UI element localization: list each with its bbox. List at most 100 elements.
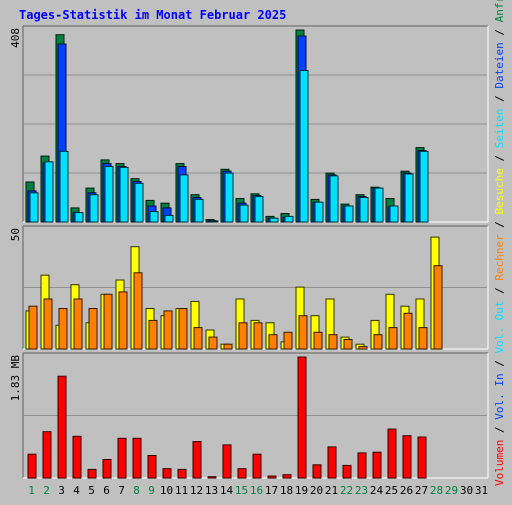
panel-requests: 408 bbox=[9, 25, 489, 223]
bar-seiten-day-13 bbox=[209, 220, 219, 223]
bar-seiten-day-26 bbox=[404, 173, 414, 223]
bar-rechner-day-9 bbox=[148, 319, 158, 350]
bar-rechner-day-10 bbox=[163, 310, 173, 350]
bar-seiten-day-20 bbox=[314, 201, 324, 223]
bar-seiten-day-18 bbox=[284, 215, 294, 223]
bar-volumen-day-26 bbox=[402, 435, 412, 479]
bar-volumen-day-25 bbox=[387, 428, 397, 479]
day-label-22: 22 bbox=[340, 484, 353, 497]
day-label-5: 5 bbox=[88, 484, 95, 497]
day-label-13: 13 bbox=[205, 484, 218, 497]
bar-rechner-day-1 bbox=[28, 305, 38, 350]
bar-seiten-day-2 bbox=[44, 161, 54, 223]
legend-separator: / bbox=[493, 22, 506, 42]
bar-volumen-day-9 bbox=[147, 455, 157, 479]
legend-separator: / bbox=[493, 214, 506, 234]
legend-item-rechner: Rechner bbox=[493, 234, 506, 281]
bar-rechner-day-19 bbox=[298, 315, 308, 350]
bar-volumen-day-3 bbox=[57, 375, 67, 479]
bar-volumen-day-18 bbox=[282, 474, 292, 479]
day-label-31: 31 bbox=[475, 484, 488, 497]
y-max-label: 50 bbox=[9, 228, 22, 241]
bar-rechner-day-28 bbox=[433, 265, 443, 350]
bar-rechner-day-3 bbox=[58, 308, 68, 350]
bar-volumen-day-27 bbox=[417, 436, 427, 479]
day-label-4: 4 bbox=[73, 484, 80, 497]
bar-seiten-day-16 bbox=[254, 196, 264, 223]
bar-volumen-day-1 bbox=[27, 453, 37, 479]
day-label-20: 20 bbox=[310, 484, 323, 497]
day-label-23: 23 bbox=[355, 484, 368, 497]
bar-seiten-day-25 bbox=[389, 205, 399, 223]
bar-volumen-day-8 bbox=[132, 437, 142, 479]
day-label-18: 18 bbox=[280, 484, 293, 497]
bar-seiten-day-17 bbox=[269, 217, 279, 223]
bar-rechner-day-14 bbox=[223, 343, 233, 350]
bar-rechner-day-24 bbox=[373, 334, 383, 350]
bar-rechner-day-4 bbox=[73, 298, 83, 350]
day-label-2: 2 bbox=[43, 484, 50, 497]
bar-rechner-day-15 bbox=[238, 322, 248, 350]
day-label-29: 29 bbox=[445, 484, 458, 497]
bar-seiten-day-14 bbox=[224, 172, 234, 223]
bar-rechner-day-27 bbox=[418, 327, 428, 350]
bar-rechner-day-18 bbox=[283, 331, 293, 350]
bar-seiten-day-12 bbox=[194, 198, 204, 223]
bar-volumen-day-7 bbox=[117, 437, 127, 479]
day-label-11: 11 bbox=[175, 484, 188, 497]
bar-volumen-day-5 bbox=[87, 468, 97, 479]
bar-rechner-day-7 bbox=[118, 291, 128, 350]
legend-separator: / bbox=[493, 420, 506, 440]
legend-item-besuche: Besuche bbox=[493, 168, 506, 214]
side-legend: Volumen / Vol. In / Vol. Out / Rechner /… bbox=[493, 0, 506, 486]
bar-volumen-day-13 bbox=[207, 476, 217, 479]
bar-volumen-day-12 bbox=[192, 441, 202, 479]
chart-panels: 408 50 1.83 MB bbox=[9, 25, 489, 479]
bar-seiten-day-24 bbox=[374, 187, 384, 223]
bar-volumen-day-17 bbox=[267, 475, 277, 479]
day-label-27: 27 bbox=[415, 484, 428, 497]
bar-rechner-day-12 bbox=[193, 327, 203, 350]
bar-seiten-day-9 bbox=[149, 211, 159, 223]
bar-volumen-day-10 bbox=[162, 468, 172, 479]
bar-seiten-day-6 bbox=[104, 166, 114, 223]
bar-volumen-day-15 bbox=[237, 468, 247, 479]
bar-volumen-day-11 bbox=[177, 468, 187, 479]
day-label-26: 26 bbox=[400, 484, 413, 497]
bar-rechner-day-21 bbox=[328, 334, 338, 350]
legend-item-vol-out: Vol. Out bbox=[493, 301, 506, 354]
bar-rechner-day-26 bbox=[403, 312, 413, 350]
bar-seiten-day-27 bbox=[419, 150, 429, 223]
legend-item-dateien: Dateien bbox=[493, 42, 506, 88]
bar-seiten-day-1 bbox=[29, 192, 39, 223]
day-label-10: 10 bbox=[160, 484, 173, 497]
legend-separator: / bbox=[493, 89, 506, 109]
day-label-15: 15 bbox=[235, 484, 248, 497]
panel-visitors: 50 bbox=[9, 225, 489, 350]
bar-volumen-day-6 bbox=[102, 459, 112, 479]
bar-volumen-day-22 bbox=[342, 464, 352, 479]
bar-volumen-day-4 bbox=[72, 435, 82, 479]
bar-seiten-day-15 bbox=[239, 204, 249, 223]
bar-seiten-day-19 bbox=[299, 70, 309, 223]
legend-item-seiten: Seiten bbox=[493, 108, 506, 148]
day-label-6: 6 bbox=[103, 484, 110, 497]
legend-separator: / bbox=[493, 148, 506, 168]
bar-rechner-day-25 bbox=[388, 327, 398, 350]
bar-rechner-day-22 bbox=[343, 339, 353, 350]
y-max-label: 408 bbox=[9, 28, 22, 48]
bar-seiten-day-23 bbox=[359, 197, 369, 223]
bar-rechner-day-8 bbox=[133, 272, 143, 350]
day-label-24: 24 bbox=[370, 484, 384, 497]
x-axis-day-labels: 1 2 3 4 5 6 7 8 9 10 11 12 13 14 15 16 17 18 19 20 21 22 23 24 2… bbox=[28, 484, 488, 497]
day-label-7: 7 bbox=[118, 484, 125, 497]
bar-seiten-day-10 bbox=[164, 214, 174, 223]
bar-rechner-day-11 bbox=[178, 308, 188, 350]
legend-item-volumen: Volumen bbox=[493, 440, 506, 486]
bar-seiten-day-4 bbox=[74, 212, 84, 223]
bar-rechner-day-23 bbox=[358, 346, 368, 350]
bar-rechner-day-6 bbox=[103, 293, 113, 350]
bar-volumen-day-2 bbox=[42, 431, 52, 479]
bar-volumen-day-20 bbox=[312, 464, 322, 479]
